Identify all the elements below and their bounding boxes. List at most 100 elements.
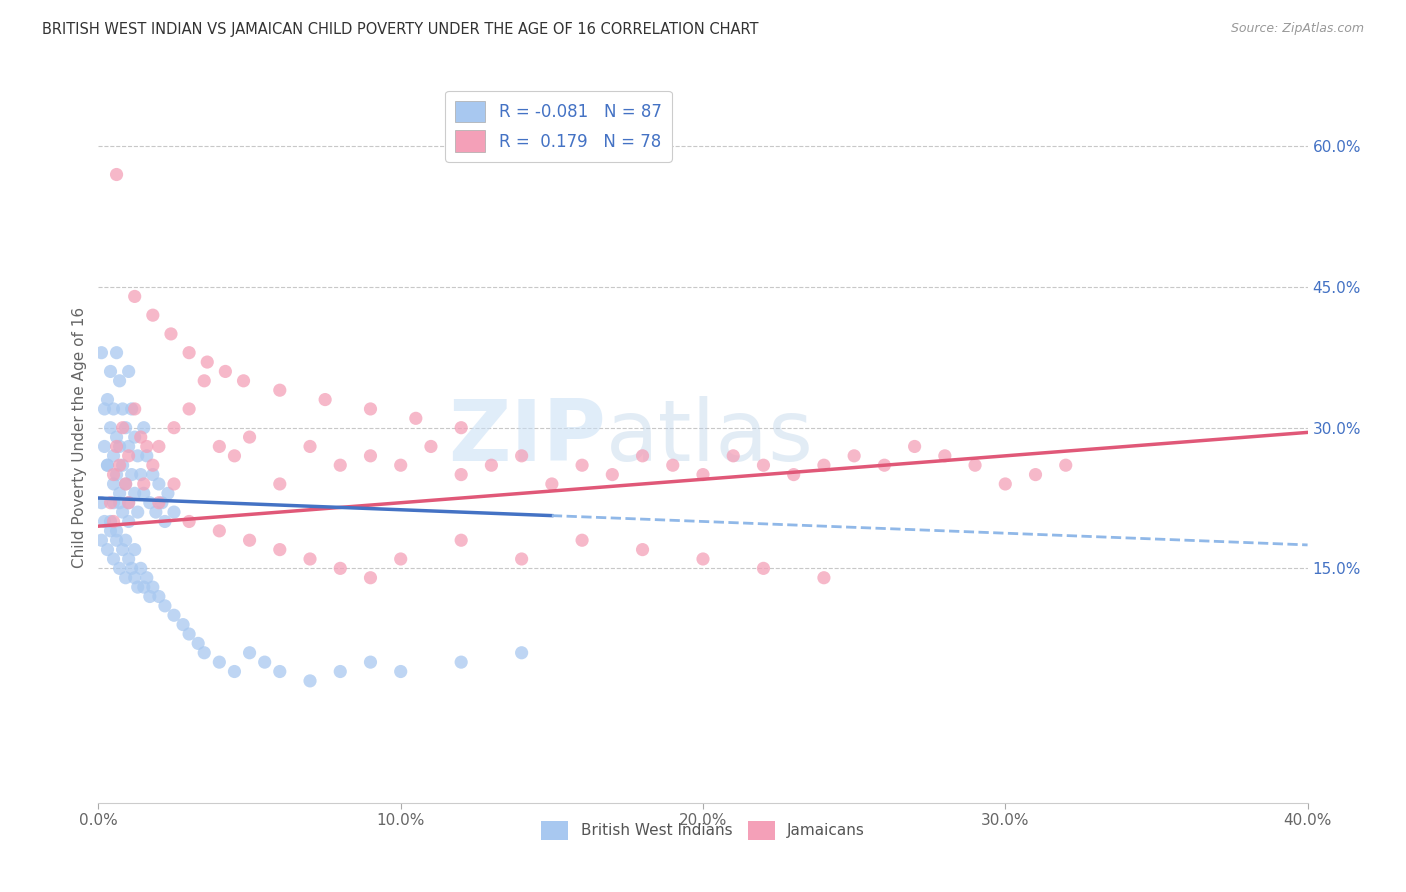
- Point: [103, 515, 125, 529]
- Point: [127, 449, 149, 463]
- Point: [813, 458, 835, 473]
- Point: [179, 515, 201, 529]
- Point: [142, 458, 165, 473]
- Point: [127, 505, 149, 519]
- Point: [232, 374, 254, 388]
- Point: [224, 665, 246, 679]
- Point: [105, 345, 128, 359]
- Point: [187, 636, 209, 650]
- Point: [100, 420, 122, 434]
- Point: [100, 364, 122, 378]
- Point: [510, 646, 533, 660]
- Point: [105, 533, 128, 548]
- Point: [571, 458, 593, 473]
- Point: [111, 505, 134, 519]
- Point: [103, 449, 125, 463]
- Point: [994, 477, 1017, 491]
- Point: [93, 440, 115, 454]
- Point: [139, 590, 162, 604]
- Point: [153, 599, 176, 613]
- Point: [631, 542, 654, 557]
- Point: [253, 655, 276, 669]
- Point: [100, 524, 122, 538]
- Point: [103, 552, 125, 566]
- Point: [269, 477, 291, 491]
- Point: [239, 646, 262, 660]
- Point: [90, 496, 112, 510]
- Point: [163, 505, 186, 519]
- Point: [105, 440, 128, 454]
- Point: [103, 477, 125, 491]
- Point: [208, 655, 231, 669]
- Point: [752, 458, 775, 473]
- Text: BRITISH WEST INDIAN VS JAMAICAN CHILD POVERTY UNDER THE AGE OF 16 CORRELATION CH: BRITISH WEST INDIAN VS JAMAICAN CHILD PO…: [42, 22, 759, 37]
- Point: [124, 571, 146, 585]
- Point: [299, 440, 322, 454]
- Point: [108, 486, 131, 500]
- Point: [105, 467, 128, 482]
- Point: [90, 533, 112, 548]
- Point: [108, 374, 131, 388]
- Point: [118, 440, 141, 454]
- Point: [103, 401, 125, 416]
- Point: [114, 420, 136, 434]
- Point: [121, 401, 143, 416]
- Point: [142, 308, 165, 322]
- Point: [111, 458, 134, 473]
- Point: [93, 515, 115, 529]
- Point: [129, 430, 152, 444]
- Point: [148, 590, 170, 604]
- Point: [631, 449, 654, 463]
- Point: [314, 392, 336, 407]
- Point: [208, 440, 231, 454]
- Point: [752, 561, 775, 575]
- Point: [450, 420, 472, 434]
- Point: [127, 580, 149, 594]
- Point: [124, 486, 146, 500]
- Point: [661, 458, 683, 473]
- Point: [132, 420, 155, 434]
- Point: [214, 364, 236, 378]
- Point: [571, 533, 593, 548]
- Point: [108, 440, 131, 454]
- Point: [156, 486, 179, 500]
- Point: [118, 496, 141, 510]
- Point: [118, 552, 141, 566]
- Point: [142, 467, 165, 482]
- Point: [179, 345, 201, 359]
- Point: [163, 477, 186, 491]
- Point: [193, 646, 215, 660]
- Point: [360, 655, 382, 669]
- Point: [153, 515, 176, 529]
- Point: [118, 364, 141, 378]
- Point: [124, 401, 146, 416]
- Point: [114, 477, 136, 491]
- Point: [118, 449, 141, 463]
- Point: [96, 458, 118, 473]
- Point: [118, 515, 141, 529]
- Point: [121, 561, 143, 575]
- Point: [692, 552, 714, 566]
- Point: [129, 561, 152, 575]
- Point: [510, 449, 533, 463]
- Point: [299, 552, 322, 566]
- Point: [148, 477, 170, 491]
- Point: [135, 440, 157, 454]
- Point: [105, 524, 128, 538]
- Text: atlas: atlas: [606, 395, 814, 479]
- Point: [510, 552, 533, 566]
- Y-axis label: Child Poverty Under the Age of 16: Child Poverty Under the Age of 16: [72, 307, 87, 567]
- Point: [420, 440, 443, 454]
- Point: [121, 467, 143, 482]
- Point: [783, 467, 806, 482]
- Point: [96, 542, 118, 557]
- Point: [389, 458, 412, 473]
- Point: [179, 627, 201, 641]
- Point: [329, 665, 352, 679]
- Point: [103, 496, 125, 510]
- Point: [208, 524, 231, 538]
- Point: [114, 533, 136, 548]
- Point: [103, 467, 125, 482]
- Point: [269, 542, 291, 557]
- Point: [813, 571, 835, 585]
